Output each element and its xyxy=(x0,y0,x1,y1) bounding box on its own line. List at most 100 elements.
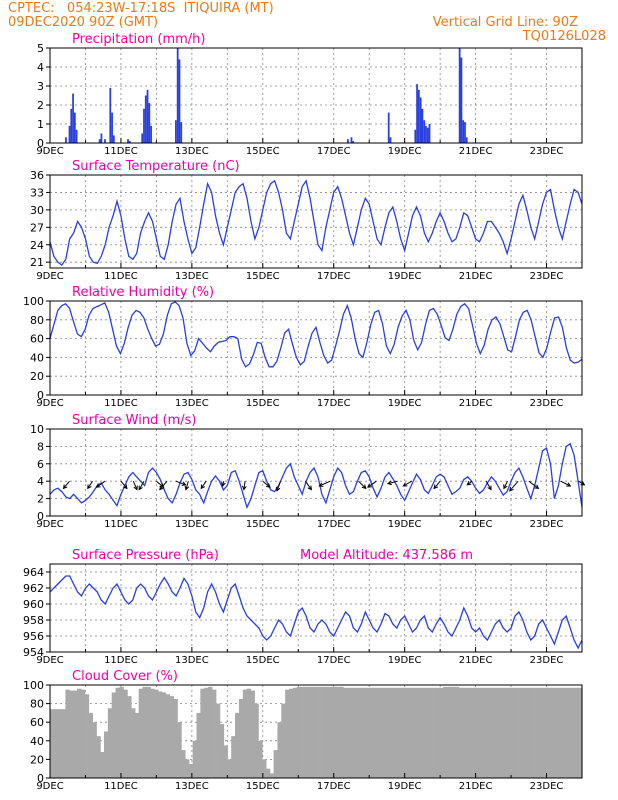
precip-bar xyxy=(462,120,465,143)
cloud-bar xyxy=(138,688,144,778)
cloud-bar xyxy=(466,687,471,778)
wind-arrow-head xyxy=(221,482,226,488)
y-tick-label: 2 xyxy=(37,493,44,506)
wind-arrow-head xyxy=(159,483,165,488)
x-tick-label: 15DEC xyxy=(246,146,280,157)
cloud-bar xyxy=(80,689,86,778)
cloud-bar xyxy=(335,686,340,778)
wind-arrow-head xyxy=(159,485,164,491)
cloud-bar xyxy=(111,692,117,778)
precip-bar xyxy=(414,129,417,143)
header-date: 09DEC2020 90Z (GMT) xyxy=(8,15,159,30)
header-station: CPTEC: 054:23W-17:18S ITIQUIRA (MT) xyxy=(8,1,274,16)
cloud-bar xyxy=(454,686,460,778)
x-tick-label: 13DEC xyxy=(175,519,209,530)
cloud-bar xyxy=(323,686,329,778)
x-tick-label: 23DEC xyxy=(530,398,564,409)
wind-arrow xyxy=(509,480,519,492)
cloud-bar xyxy=(246,688,252,778)
cloud-bar xyxy=(512,687,518,778)
precip-bar xyxy=(458,48,461,143)
cloud-bar xyxy=(265,768,271,778)
cloud-bar xyxy=(485,687,491,778)
cloud-bar xyxy=(366,687,371,778)
wind-arrow xyxy=(262,480,271,488)
y-tick-label: 964 xyxy=(23,566,44,579)
x-tick-label: 13DEC xyxy=(175,655,209,666)
wind-arrow xyxy=(319,480,331,487)
precip-bar xyxy=(350,137,353,143)
cloud-bar xyxy=(227,759,232,778)
cloud-bar xyxy=(339,686,344,778)
cloud-bar xyxy=(389,687,394,778)
cloud-bar xyxy=(504,687,510,778)
cloud-bar xyxy=(219,724,225,778)
precip-bar xyxy=(428,124,431,143)
cloud-bar xyxy=(177,722,182,778)
x-tick-label: 17DEC xyxy=(317,781,351,792)
x-tick-label: 13DEC xyxy=(175,398,209,409)
x-tick-label: 15DEC xyxy=(246,271,280,282)
precip-bar xyxy=(100,133,103,143)
cloud-bar xyxy=(204,687,209,778)
cloud-bar xyxy=(369,687,375,778)
cloud-bar xyxy=(208,686,213,778)
wind-arrow xyxy=(578,480,585,486)
series-line xyxy=(49,301,583,368)
x-tick-label: 9DEC xyxy=(36,398,63,409)
cloud-bar xyxy=(50,709,55,778)
cloud-bar xyxy=(107,708,113,778)
cloud-bar xyxy=(381,687,386,778)
y-tick-label: 27 xyxy=(30,221,44,234)
panel-5: 954 956 958 960 962 964 9DEC 11DEC 13DEC 15DEC 17D… xyxy=(23,548,583,666)
precip-bar xyxy=(460,57,463,143)
cloud-bar xyxy=(142,686,147,778)
cloud-bar xyxy=(435,687,440,778)
y-tick-label: 60 xyxy=(30,716,44,729)
x-tick-label: 19DEC xyxy=(388,781,422,792)
x-tick-label: 21DEC xyxy=(459,271,493,282)
precip-bar xyxy=(417,89,420,143)
cloud-bar xyxy=(393,687,398,778)
precip-bar xyxy=(68,125,71,143)
wind-arrow xyxy=(63,480,70,489)
wind-arrow-head xyxy=(265,483,271,488)
y-tick-label: 0 xyxy=(37,510,44,523)
y-tick-label: 3 xyxy=(37,80,44,93)
cloud-bar xyxy=(346,687,352,778)
y-tick-label: 100 xyxy=(23,295,44,308)
cloud-bar xyxy=(169,696,174,778)
cloud-bar xyxy=(566,687,572,778)
cloud-bar xyxy=(57,709,63,778)
cloud-bar xyxy=(350,687,356,778)
x-tick-label: 13DEC xyxy=(175,271,209,282)
cloud-bar xyxy=(528,687,533,778)
wind-arrow-head xyxy=(133,485,138,491)
cloud-bar xyxy=(308,686,313,778)
wind-arrow xyxy=(528,480,539,489)
cloud-bar xyxy=(73,690,78,778)
wind-arrow-head xyxy=(307,485,312,491)
wind-arrow-head xyxy=(181,481,187,486)
wind-arrow-head xyxy=(509,486,514,492)
wind-arrow-head xyxy=(275,486,281,492)
cloud-bar xyxy=(100,751,105,778)
panel-annotation: Model Altitude: 437.586 m xyxy=(300,548,473,563)
panel-title: Surface Temperature (nC) xyxy=(72,159,240,174)
cloud-bar xyxy=(470,687,475,778)
cloud-bar xyxy=(188,764,194,778)
cloud-bar xyxy=(439,687,444,778)
cloud-bar xyxy=(76,688,82,778)
cloud-bar xyxy=(497,687,502,778)
cloud-bar xyxy=(61,709,67,778)
precip-bar xyxy=(176,48,179,143)
x-tick-label: 11DEC xyxy=(104,398,138,409)
precip-bar xyxy=(144,95,147,143)
wind-arrow xyxy=(403,480,413,487)
precip-bar xyxy=(141,133,144,143)
cloud-bar xyxy=(443,686,448,778)
cloud-bar xyxy=(96,736,101,778)
precip-bar xyxy=(426,127,429,143)
cloud-bar xyxy=(316,686,321,778)
cloud-bar xyxy=(119,686,124,778)
